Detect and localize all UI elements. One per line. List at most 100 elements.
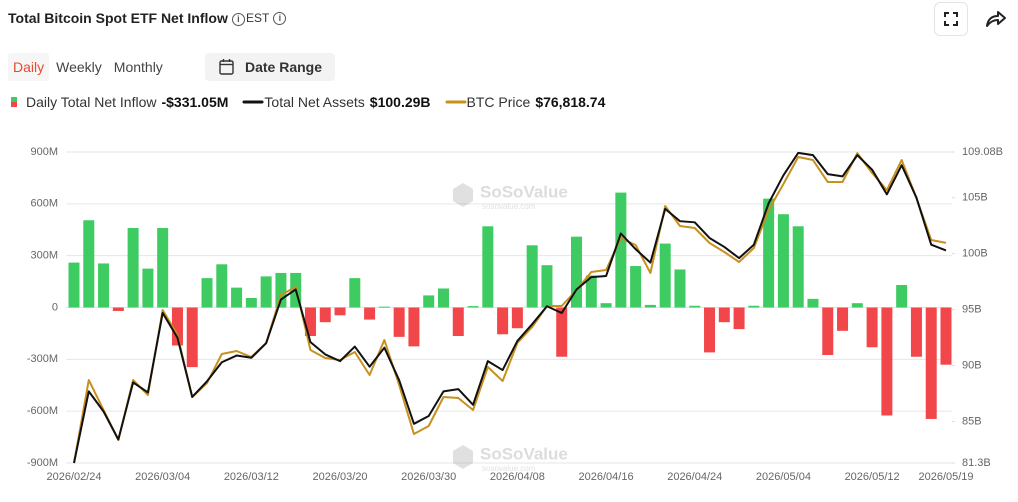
bar (910, 307, 922, 357)
bar (556, 307, 568, 357)
bar (704, 307, 716, 353)
x-tick-label: 2026/05/19 (918, 471, 973, 483)
bar (319, 307, 331, 323)
bar (423, 295, 435, 308)
bar (925, 307, 937, 419)
bar (807, 298, 819, 308)
bar (674, 269, 686, 308)
bar (334, 307, 346, 316)
bar (275, 272, 287, 308)
timezone[interactable]: EST i (246, 11, 287, 25)
bar (866, 307, 878, 348)
line (73, 152, 947, 464)
bar (231, 287, 243, 308)
watermark: SoSoValue (480, 444, 568, 463)
bar (837, 307, 849, 331)
y-tick-label: 300M (30, 250, 58, 262)
bar (378, 306, 390, 308)
bar (157, 228, 169, 308)
bar (452, 307, 464, 337)
line (73, 151, 947, 464)
bar (896, 285, 908, 308)
bar (216, 264, 228, 308)
bar (748, 305, 760, 308)
legend-item[interactable]: Daily Total Net Inflow -$331.05M (8, 94, 228, 110)
bar (171, 307, 183, 346)
bar (245, 297, 257, 308)
bar (777, 214, 789, 308)
title-text: Total Bitcoin Spot ETF Net Inflow (8, 10, 228, 26)
bar (68, 262, 80, 308)
tab[interactable]: Daily (8, 53, 50, 81)
bar (408, 307, 420, 347)
legend-item[interactable]: Total Net Assets $100.29B (242, 94, 431, 110)
bar (733, 307, 745, 330)
legend-label: Daily Total Net Inflow (26, 94, 157, 110)
tab[interactable]: Monthly (113, 59, 163, 75)
bar (127, 228, 139, 308)
legend-item[interactable]: BTC Price $76,818.74 (445, 94, 606, 110)
fullscreen-button[interactable] (934, 2, 968, 36)
legend-value: $76,818.74 (535, 94, 606, 110)
watermark-url: sosovalue.com (482, 202, 536, 211)
x-tick-label: 2026/03/12 (224, 471, 279, 483)
share-button[interactable] (979, 2, 1011, 34)
bar (364, 307, 376, 320)
x-tick-label: 2026/03/20 (313, 471, 368, 483)
bar (393, 307, 405, 337)
bar (437, 288, 449, 308)
bar (615, 192, 627, 308)
bar (585, 275, 597, 308)
bar (511, 307, 523, 329)
y-tick-label: -600M (27, 405, 58, 417)
title: Total Bitcoin Spot ETF Net Inflow i (8, 10, 245, 26)
x-tick-label: 2026/05/12 (845, 471, 900, 483)
fullscreen-icon (944, 12, 958, 26)
bar (260, 276, 272, 308)
bar (822, 307, 834, 356)
y-tick-label: -300M (27, 353, 58, 365)
y2-tick-label: 100B (962, 248, 988, 260)
legend-value: $100.29B (369, 94, 431, 110)
x-tick-label: 2026/04/16 (579, 471, 634, 483)
bar (482, 226, 494, 308)
bar (851, 303, 863, 308)
x-tick-label: 2026/04/24 (667, 471, 722, 483)
bar (881, 307, 893, 416)
y2-tick-label: 105B (962, 192, 988, 204)
bar (689, 305, 701, 308)
bar (600, 303, 612, 308)
y2-tick-label: 90B (962, 360, 982, 372)
legend-label: BTC Price (466, 94, 531, 110)
watermark-logo (453, 183, 473, 207)
x-tick-label: 2026/03/04 (135, 471, 190, 483)
date-range-button[interactable]: Date Range (205, 53, 335, 81)
x-tick-label: 2026/02/24 (46, 471, 101, 483)
y-tick-label: 0 (52, 301, 58, 313)
bar (98, 263, 110, 308)
legend-swatch (242, 100, 264, 104)
watermarks: SoSoValue sosovalue.com SoSoValue sosova… (453, 182, 568, 473)
tab[interactable]: Weekly (56, 59, 102, 75)
bar (526, 245, 538, 308)
x-tick-label: 2026/04/08 (490, 471, 545, 483)
chart: 900M 600M 300M 0 -300M -600M -900M 109.08B 105B 1… (27, 146, 1003, 483)
bar (659, 243, 671, 308)
watermark-url: sosovalue.com (482, 464, 536, 473)
info-icon[interactable]: i (273, 12, 287, 25)
bar (142, 268, 154, 308)
calendar-icon (219, 59, 234, 75)
timezone-text: EST (246, 11, 270, 25)
bar (792, 226, 804, 308)
legend: Daily Total Net Inflow -$331.05M Total Ne… (8, 92, 619, 112)
bar (112, 307, 124, 311)
info-icon[interactable]: i (231, 13, 245, 26)
bar (304, 307, 316, 337)
bar (349, 278, 361, 308)
y-tick-label: 900M (30, 146, 58, 158)
y2-tick-label: 95B (962, 304, 982, 316)
bar (541, 265, 553, 308)
legend-swatch (445, 100, 467, 104)
y-tick-label: 600M (30, 198, 58, 210)
